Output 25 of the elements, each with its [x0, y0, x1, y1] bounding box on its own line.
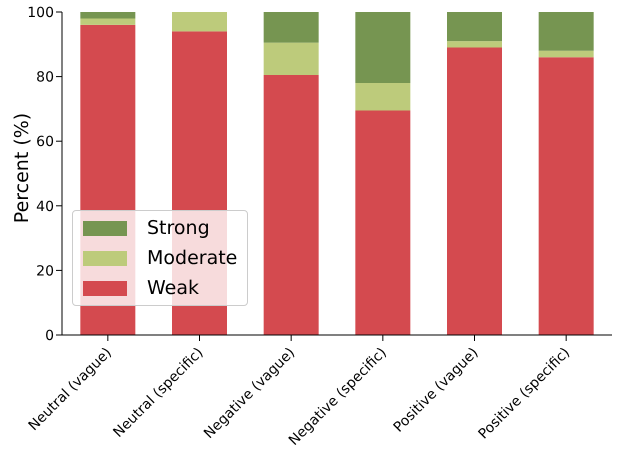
y-tick-label: 80: [36, 70, 54, 86]
bar: [80, 18, 136, 25]
legend-label: Weak: [147, 276, 200, 301]
y-tick-label: 20: [36, 263, 54, 280]
bar: [355, 110, 410, 335]
y-tick-label: 0: [45, 328, 54, 344]
bar: [264, 42, 319, 75]
bar: [80, 12, 136, 18]
legend-label: Moderate: [147, 246, 238, 271]
bar: [538, 12, 594, 51]
y-tick-label: 40: [36, 198, 54, 215]
bar: [172, 12, 227, 32]
bar: [264, 74, 319, 335]
bar: [447, 41, 502, 48]
bar: [447, 48, 502, 335]
bar: [538, 57, 594, 335]
bar: [355, 12, 410, 84]
y-axis-title: Percent (%): [11, 112, 33, 224]
bar: [264, 12, 319, 43]
y-tick-label: 60: [36, 134, 54, 150]
y-tick-label: 100: [27, 4, 54, 21]
legend-label: Strong: [147, 216, 210, 241]
bar: [538, 50, 594, 58]
bar: [447, 12, 502, 42]
bar: [355, 83, 410, 111]
